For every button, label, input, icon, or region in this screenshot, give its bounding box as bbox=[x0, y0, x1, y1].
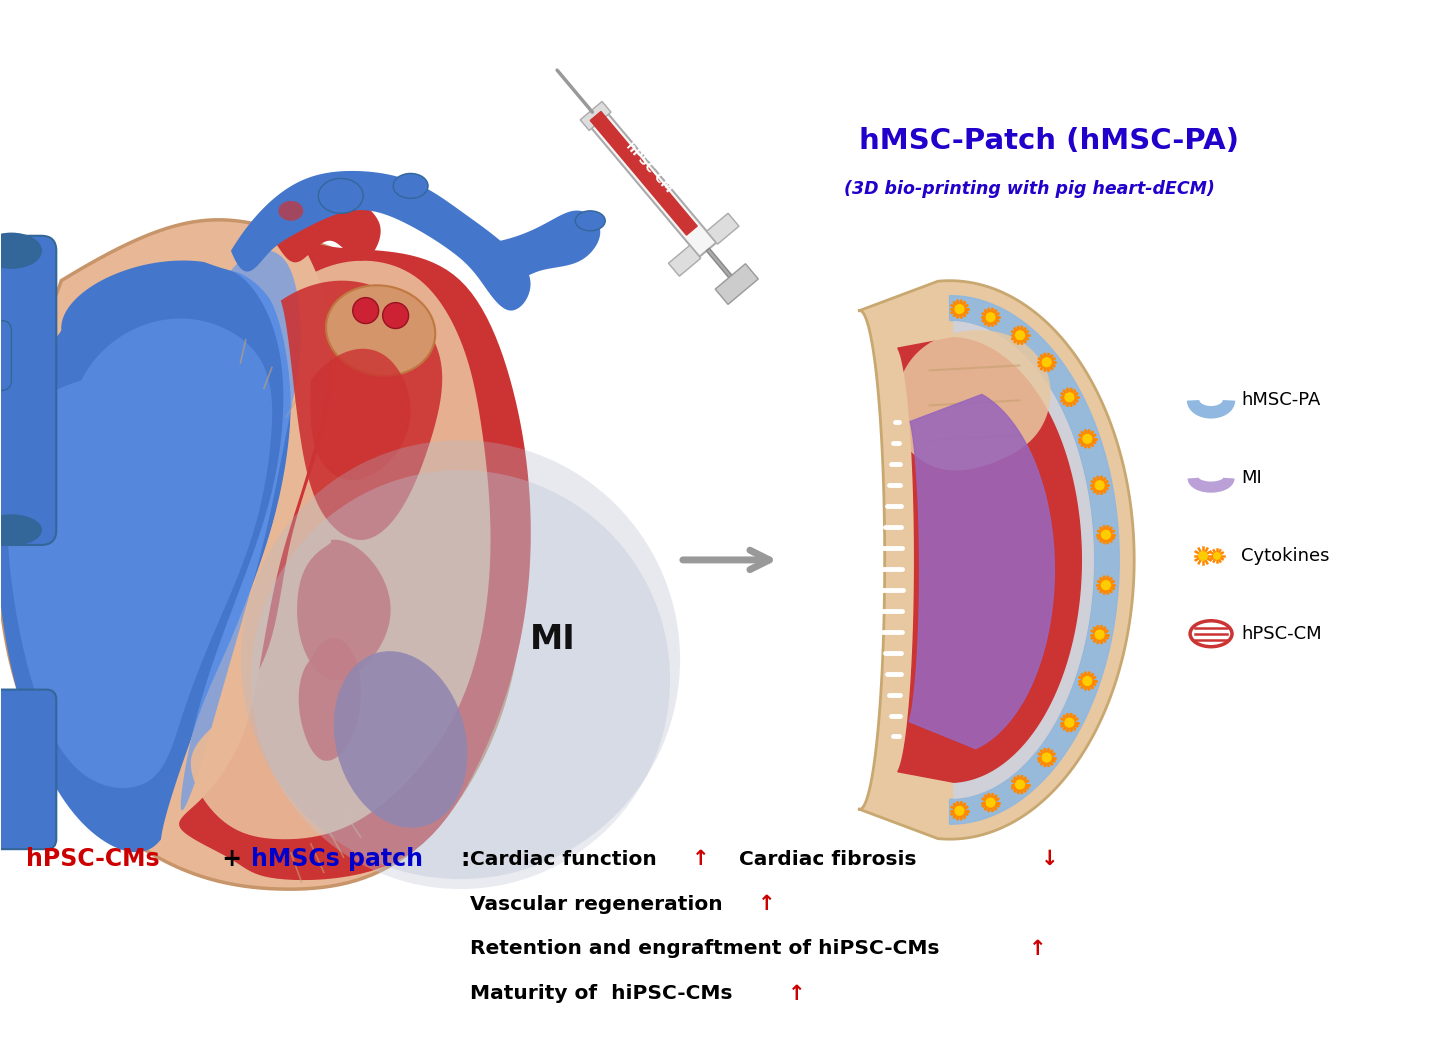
Polygon shape bbox=[0, 261, 291, 852]
Polygon shape bbox=[953, 321, 1093, 798]
Polygon shape bbox=[298, 638, 361, 761]
Text: ↑: ↑ bbox=[693, 849, 710, 869]
Circle shape bbox=[1064, 717, 1074, 728]
Text: hMSCs patch: hMSCs patch bbox=[251, 847, 423, 871]
Ellipse shape bbox=[393, 174, 428, 198]
FancyBboxPatch shape bbox=[0, 235, 56, 545]
Circle shape bbox=[1094, 480, 1104, 491]
Circle shape bbox=[1015, 779, 1025, 790]
Polygon shape bbox=[190, 261, 491, 840]
Text: hPSC-CM: hPSC-CM bbox=[624, 141, 674, 196]
Ellipse shape bbox=[334, 651, 468, 828]
Text: ↑: ↑ bbox=[1030, 939, 1047, 959]
Polygon shape bbox=[490, 211, 600, 281]
Text: ↑: ↑ bbox=[788, 984, 805, 1004]
Circle shape bbox=[1081, 434, 1093, 444]
FancyBboxPatch shape bbox=[0, 690, 56, 849]
Circle shape bbox=[251, 471, 670, 889]
Polygon shape bbox=[897, 338, 1081, 782]
Circle shape bbox=[1100, 529, 1112, 541]
Polygon shape bbox=[7, 318, 272, 788]
Circle shape bbox=[985, 797, 996, 808]
Text: ↓: ↓ bbox=[1041, 849, 1058, 869]
Circle shape bbox=[1041, 357, 1053, 368]
Polygon shape bbox=[858, 281, 1135, 840]
Polygon shape bbox=[894, 330, 1051, 471]
Circle shape bbox=[985, 312, 996, 322]
Circle shape bbox=[1094, 629, 1104, 640]
Polygon shape bbox=[297, 540, 390, 681]
Polygon shape bbox=[181, 250, 301, 810]
Polygon shape bbox=[281, 281, 442, 540]
Polygon shape bbox=[0, 219, 520, 889]
Ellipse shape bbox=[278, 200, 304, 220]
Polygon shape bbox=[179, 240, 531, 880]
Polygon shape bbox=[716, 264, 759, 304]
Text: Cardiac function: Cardiac function bbox=[471, 850, 664, 868]
Circle shape bbox=[240, 440, 680, 879]
FancyBboxPatch shape bbox=[0, 320, 12, 390]
Polygon shape bbox=[311, 349, 410, 480]
Circle shape bbox=[1081, 675, 1093, 687]
Text: Retention and engraftment of hiPSC-CMs: Retention and engraftment of hiPSC-CMs bbox=[471, 939, 940, 958]
Polygon shape bbox=[580, 102, 611, 130]
Text: MI: MI bbox=[1241, 470, 1261, 488]
Circle shape bbox=[1015, 330, 1025, 340]
Polygon shape bbox=[707, 248, 734, 282]
Circle shape bbox=[1100, 580, 1112, 590]
Text: Vascular regeneration: Vascular regeneration bbox=[471, 895, 730, 914]
Text: +: + bbox=[215, 847, 251, 871]
Circle shape bbox=[953, 806, 965, 816]
Circle shape bbox=[1214, 552, 1220, 560]
Ellipse shape bbox=[575, 211, 605, 231]
Text: ↑: ↑ bbox=[757, 894, 775, 914]
Polygon shape bbox=[909, 394, 1054, 748]
Text: Cardiac fibrosis: Cardiac fibrosis bbox=[719, 850, 916, 868]
Polygon shape bbox=[707, 213, 739, 244]
Text: hMSC-PA: hMSC-PA bbox=[1241, 391, 1320, 409]
Text: hPSC-CM: hPSC-CM bbox=[1241, 624, 1322, 642]
Circle shape bbox=[353, 298, 379, 323]
Circle shape bbox=[1041, 752, 1053, 763]
Circle shape bbox=[1064, 392, 1074, 403]
Ellipse shape bbox=[0, 233, 42, 268]
Text: MI: MI bbox=[530, 623, 576, 656]
Circle shape bbox=[1200, 551, 1207, 560]
Polygon shape bbox=[261, 181, 380, 262]
Polygon shape bbox=[668, 245, 701, 277]
Text: (3D bio-printing with pig heart-dECM): (3D bio-printing with pig heart-dECM) bbox=[844, 180, 1215, 198]
Ellipse shape bbox=[0, 515, 42, 545]
Ellipse shape bbox=[318, 178, 363, 213]
Ellipse shape bbox=[1189, 621, 1233, 647]
Polygon shape bbox=[949, 296, 1119, 825]
Text: Maturity of  hiPSC-CMs: Maturity of hiPSC-CMs bbox=[471, 985, 733, 1003]
Polygon shape bbox=[585, 105, 716, 257]
Text: hPSC-CMs: hPSC-CMs bbox=[26, 847, 160, 871]
Text: hMSC-Patch (hMSC-PA): hMSC-Patch (hMSC-PA) bbox=[860, 127, 1240, 155]
Polygon shape bbox=[590, 111, 697, 235]
Polygon shape bbox=[230, 171, 530, 311]
Polygon shape bbox=[161, 241, 331, 846]
Circle shape bbox=[953, 303, 965, 315]
Circle shape bbox=[383, 302, 409, 329]
Text: :: : bbox=[461, 847, 469, 871]
Text: Cytokines: Cytokines bbox=[1241, 547, 1329, 565]
Ellipse shape bbox=[325, 285, 435, 375]
